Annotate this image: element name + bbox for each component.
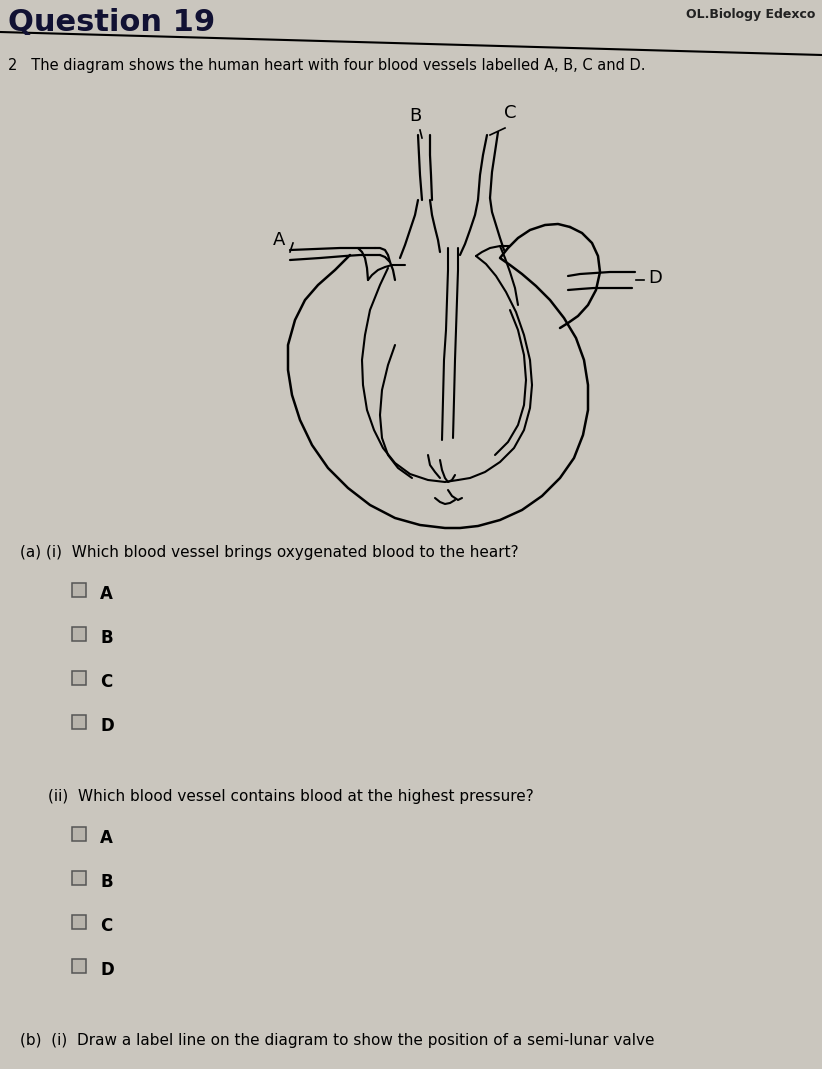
Text: B: B <box>409 107 421 125</box>
Text: A: A <box>273 231 285 249</box>
Text: D: D <box>100 961 113 979</box>
FancyBboxPatch shape <box>72 915 86 929</box>
Text: 2   The diagram shows the human heart with four blood vessels labelled A, B, C a: 2 The diagram shows the human heart with… <box>8 58 645 73</box>
FancyBboxPatch shape <box>72 827 86 841</box>
Text: A: A <box>100 828 113 847</box>
Text: A: A <box>100 585 113 603</box>
Text: (a) (i)  Which blood vessel brings oxygenated blood to the heart?: (a) (i) Which blood vessel brings oxygen… <box>20 545 519 560</box>
Text: (ii)  Which blood vessel contains blood at the highest pressure?: (ii) Which blood vessel contains blood a… <box>48 789 533 804</box>
Text: C: C <box>100 917 113 935</box>
FancyBboxPatch shape <box>72 583 86 597</box>
FancyBboxPatch shape <box>72 959 86 973</box>
FancyBboxPatch shape <box>72 715 86 729</box>
Text: Question 19: Question 19 <box>8 7 215 37</box>
Text: C: C <box>504 104 516 122</box>
Text: D: D <box>648 269 662 286</box>
Text: (b)  (i)  Draw a label line on the diagram to show the position of a semi-lunar : (b) (i) Draw a label line on the diagram… <box>20 1033 654 1048</box>
FancyBboxPatch shape <box>72 871 86 885</box>
FancyBboxPatch shape <box>72 628 86 641</box>
FancyBboxPatch shape <box>72 671 86 685</box>
Text: OL.Biology Edexco: OL.Biology Edexco <box>686 7 815 21</box>
Text: C: C <box>100 673 113 691</box>
Text: B: B <box>100 629 113 647</box>
Text: D: D <box>100 717 113 735</box>
Text: B: B <box>100 873 113 890</box>
